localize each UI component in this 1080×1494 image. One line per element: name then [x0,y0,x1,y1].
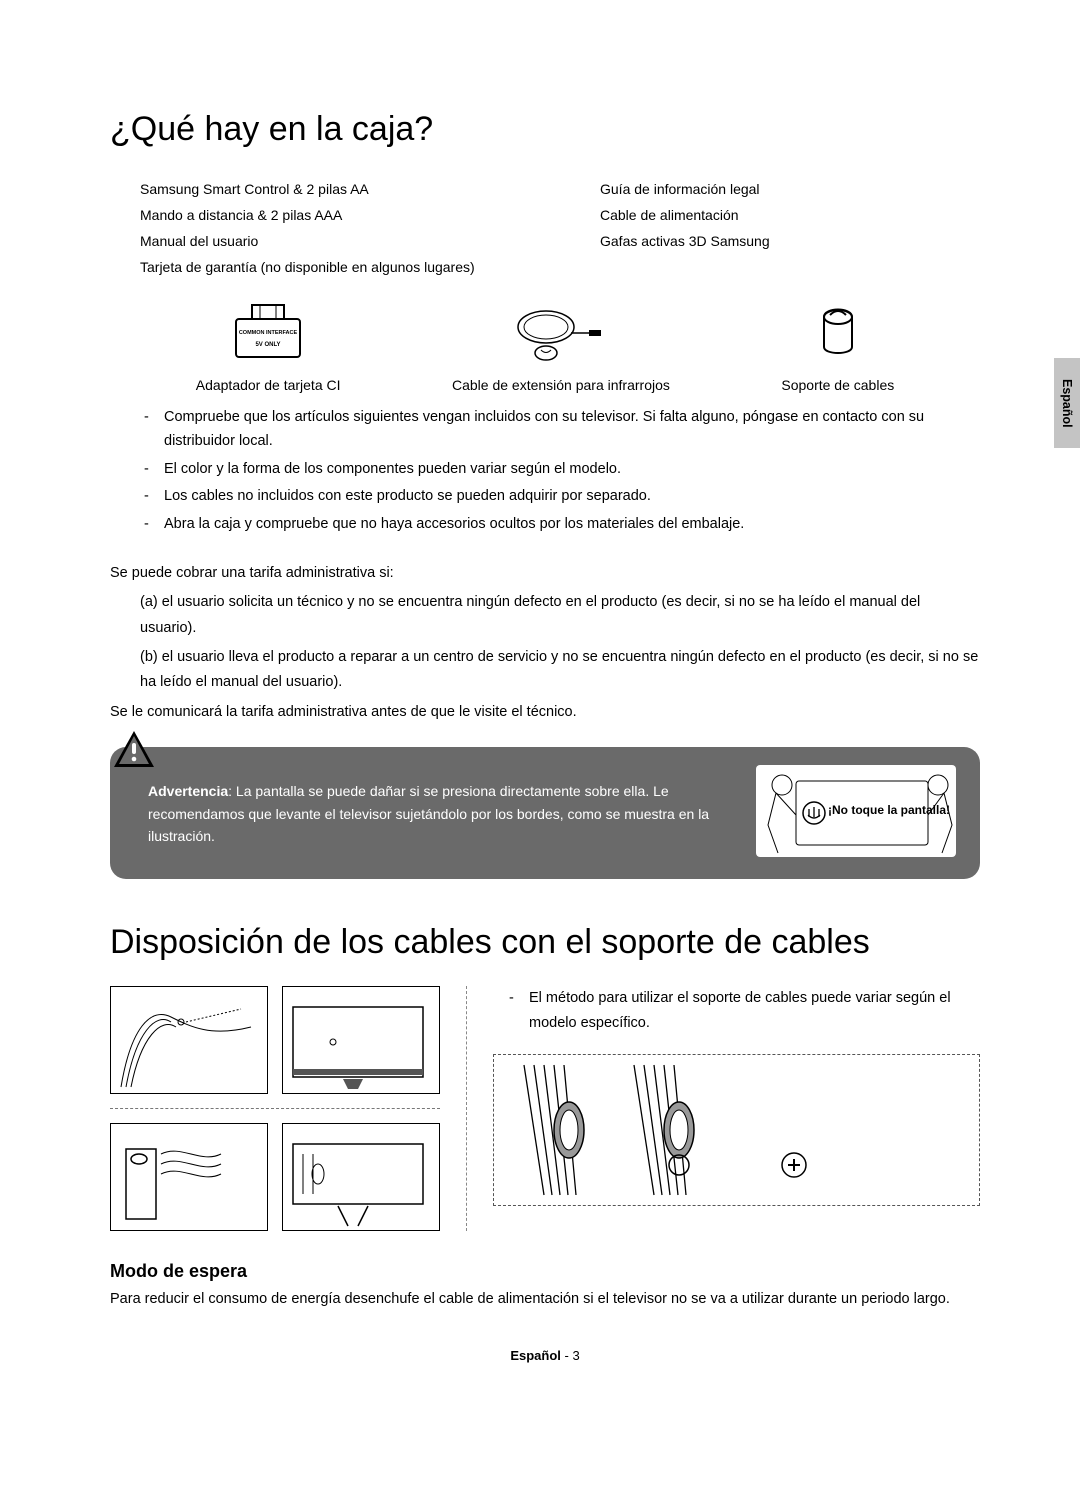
warning-illustration: ¡No toque la pantalla! [756,765,956,857]
items-col-left: Samsung Smart Control & 2 pilas AA Mando… [140,177,540,281]
ir-cable-icon [511,297,611,365]
ci-adapter-icon: COMMON INTERFACE 5V ONLY [228,297,308,365]
item-line: Samsung Smart Control & 2 pilas AA [140,177,540,203]
admin-outro: Se le comunicará la tarifa administrativ… [110,700,980,725]
page-title-2: Disposición de los cables con el soporte… [110,923,980,962]
svg-text:5V ONLY: 5V ONLY [256,342,281,348]
cable-diagram-3 [110,1123,268,1231]
items-columns: Samsung Smart Control & 2 pilas AA Mando… [110,177,980,281]
admin-intro: Se puede cobrar una tarifa administrativ… [110,561,980,586]
items-col-right: Guía de información legal Cable de alime… [600,177,980,281]
admin-item-b: (b) el usuario lleva el producto a repar… [110,645,980,696]
cable-holder-icon [810,297,866,365]
cables-left-col [110,986,440,1231]
footer-page: - 3 [561,1348,580,1363]
cables-row: El método para utilizar el soporte de ca… [110,986,980,1231]
diagram-label: Cable de extensión para infrarrojos [452,377,670,393]
cable-diagram-2 [282,986,440,1094]
vertical-separator [466,986,467,1231]
item-line: Manual del usuario [140,229,540,255]
notes-list-1: Compruebe que los artículos siguientes v… [110,405,980,537]
cables-right-col: El método para utilizar el soporte de ca… [493,986,980,1206]
diagram-label: Soporte de cables [781,377,894,393]
list-item: Compruebe que los artículos siguientes v… [140,405,980,454]
svg-text:COMMON INTERFACE: COMMON INTERFACE [239,330,298,336]
footer-lang: Español [510,1348,561,1363]
diagram-cable-holder: Soporte de cables [781,297,894,393]
list-item: El método para utilizar el soporte de ca… [505,986,980,1035]
item-line: Mando a distancia & 2 pilas AAA [140,203,540,229]
diagram-label: Adaptador de tarjeta CI [196,377,341,393]
cable-diagram-big [493,1054,980,1206]
item-line: Cable de alimentación [600,203,980,229]
item-line: Guía de información legal [600,177,980,203]
warning-triangle-icon [112,729,156,769]
warning-box: Advertencia: La pantalla se puede dañar … [110,747,980,879]
language-tab-label: Español [1060,379,1074,428]
list-item: Los cables no incluidos con este product… [140,484,980,509]
admin-fee-block: Se puede cobrar una tarifa administrativ… [110,561,980,725]
diagram-ir-cable: Cable de extensión para infrarrojos [452,297,670,393]
item-line: Tarjeta de garantía (no disponible en al… [140,255,540,281]
warning-text: Advertencia: La pantalla se puede dañar … [148,774,736,847]
page-title-1: ¿Qué hay en la caja? [110,110,980,149]
notes-list-2: El método para utilizar el soporte de ca… [493,986,980,1038]
page-footer: Español - 3 [110,1348,980,1363]
page-title-3: Modo de espera [110,1261,980,1282]
list-item: Abra la caja y compruebe que no haya acc… [140,512,980,537]
admin-item-a: (a) el usuario solicita un técnico y no … [110,590,980,641]
cable-diagram-1 [110,986,268,1094]
standby-text: Para reducir el consumo de energía desen… [110,1288,980,1312]
no-touch-label: ¡No toque la pantalla! [828,803,950,818]
item-line: Gafas activas 3D Samsung [600,229,980,255]
warning-bold: Advertencia [148,783,228,799]
list-item: El color y la forma de los componentes p… [140,457,980,482]
warning-body: : La pantalla se puede dañar si se presi… [148,783,709,844]
cable-diagram-4 [282,1123,440,1231]
diagram-row: COMMON INTERFACE 5V ONLY Adaptador de ta… [110,297,980,393]
diagram-ci-adapter: COMMON INTERFACE 5V ONLY Adaptador de ta… [196,297,341,393]
language-tab: Español [1054,358,1080,448]
